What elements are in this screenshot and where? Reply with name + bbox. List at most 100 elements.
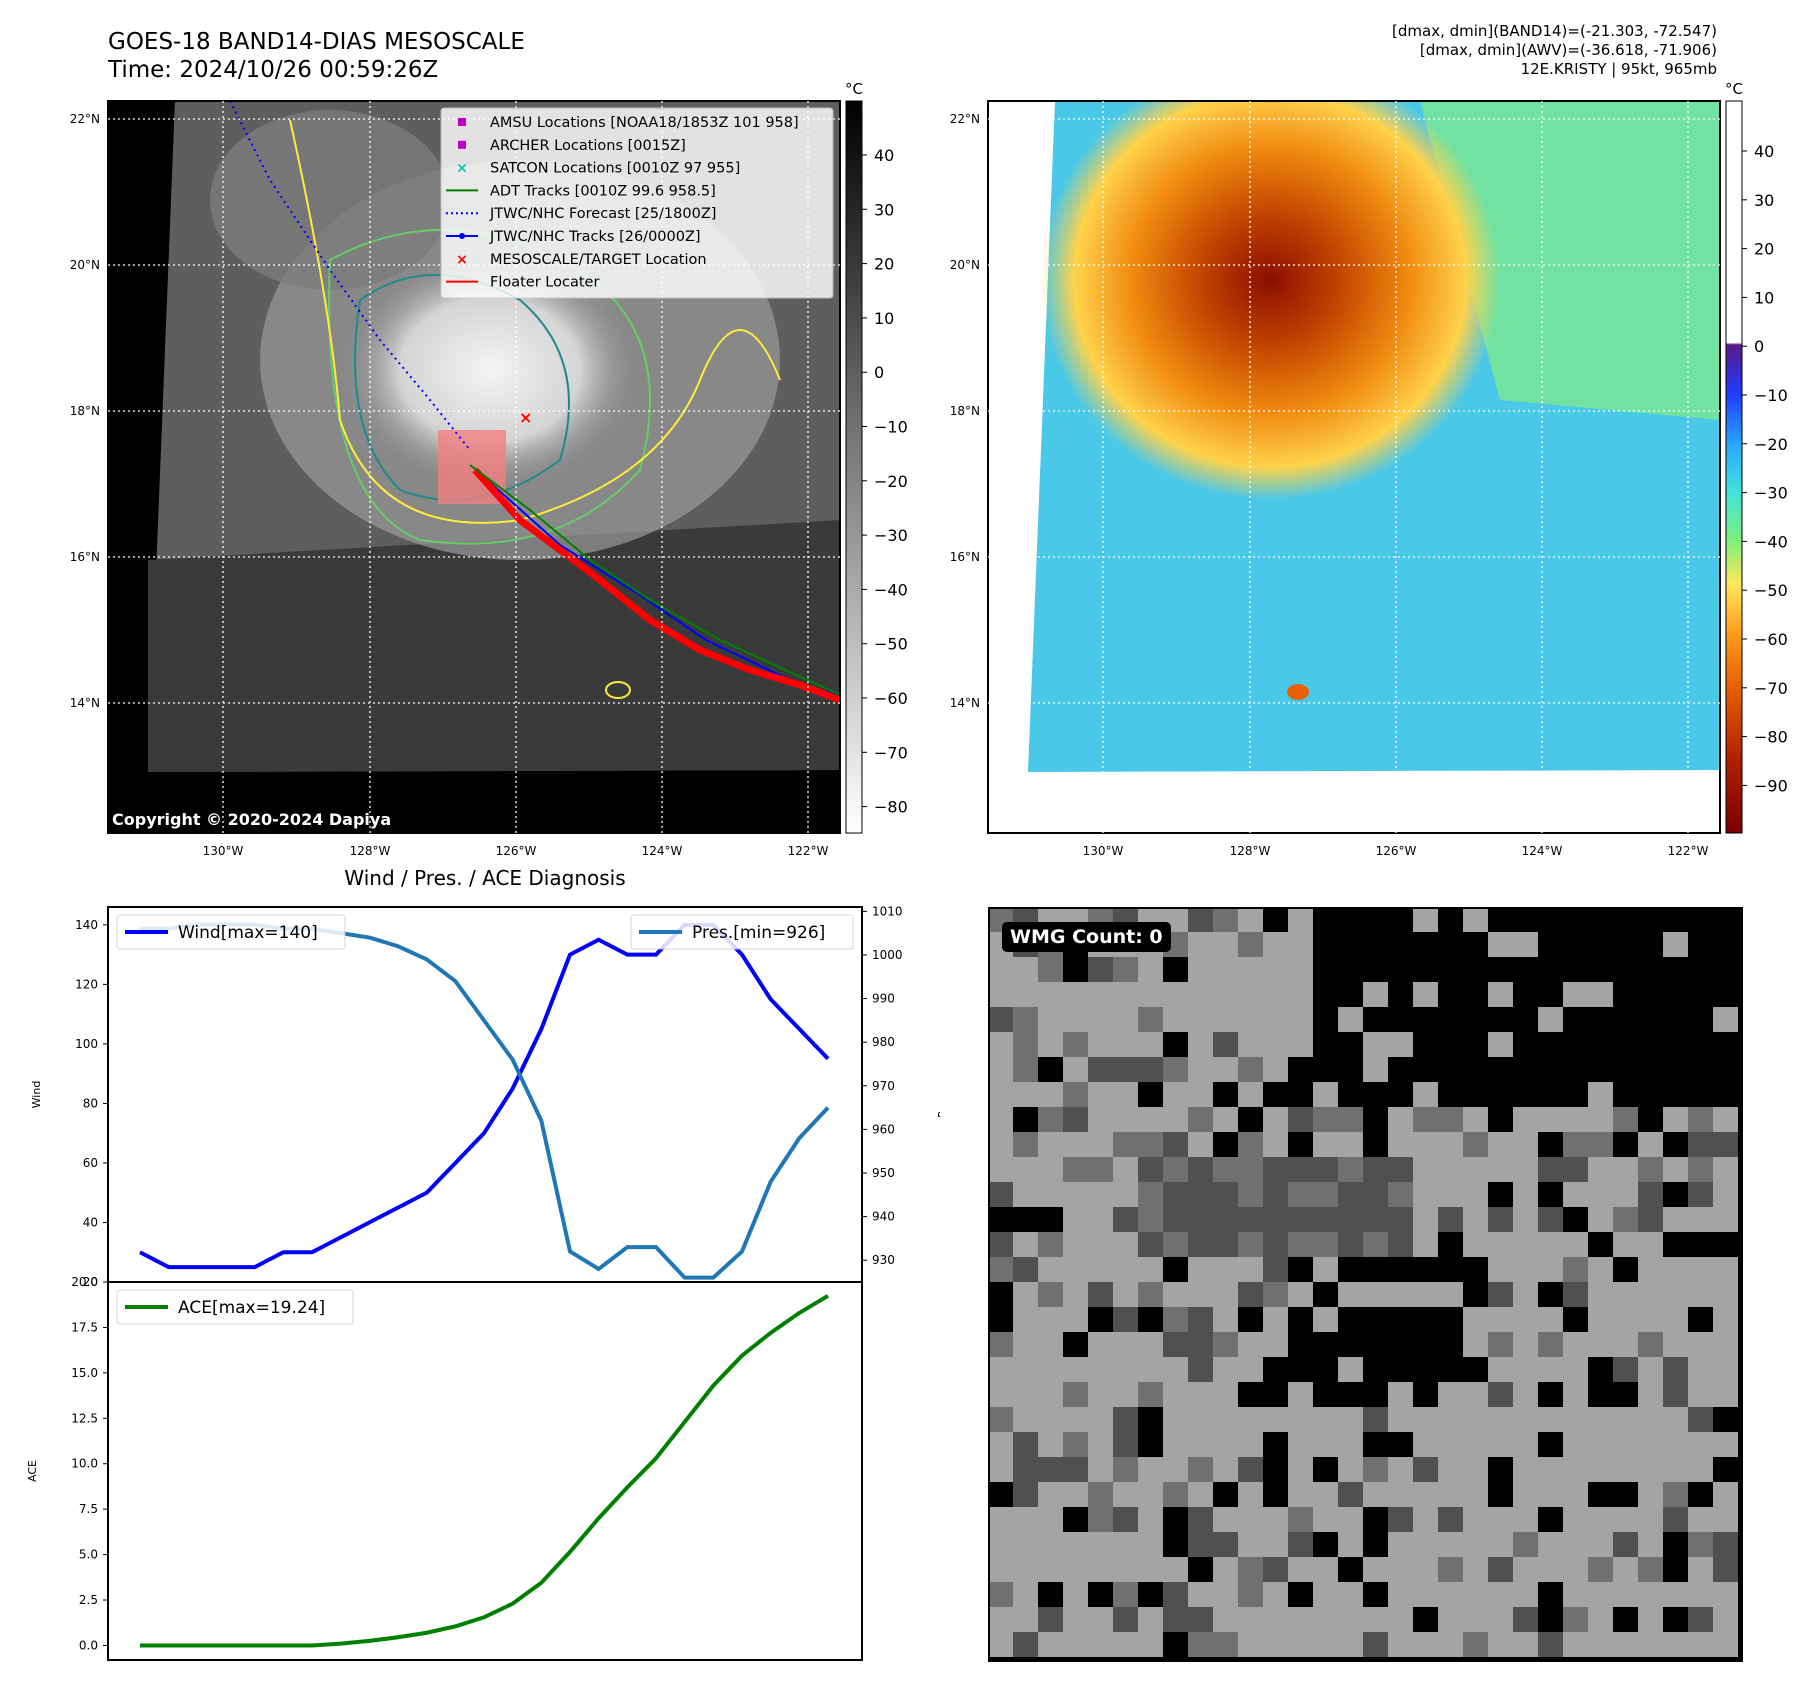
wmg-cell: [1313, 1482, 1338, 1507]
wmg-cell: [1413, 1207, 1438, 1232]
wmg-cell: [988, 1407, 1013, 1432]
awv-colorbar: [1725, 100, 1743, 834]
wmg-cell: [1363, 1057, 1388, 1082]
wmg-cell: [1288, 1182, 1313, 1207]
wmg-cell: [1538, 1307, 1563, 1332]
wmg-cell: [1263, 1182, 1288, 1207]
wmg-cell: [1263, 1582, 1288, 1607]
wmg-cell: [1663, 932, 1688, 957]
wmg-cell: [1638, 1332, 1663, 1357]
wmg-cell: [1613, 1107, 1638, 1132]
wmg-cell: [1638, 932, 1663, 957]
wmg-cell: [1563, 1532, 1588, 1557]
wmg-cell: [1513, 1282, 1538, 1307]
wmg-cell: [1263, 982, 1288, 1007]
wmg-cell: [1588, 1507, 1613, 1532]
wmg-cell: [1063, 1332, 1088, 1357]
wmg-cell: [1538, 1107, 1563, 1132]
wmg-cell: [1538, 1607, 1563, 1632]
wmg-cell: [1238, 957, 1263, 982]
wmg-cell: [1388, 1257, 1413, 1282]
wmg-cell: [1363, 1182, 1388, 1207]
wmg-cell: [1488, 1107, 1513, 1132]
ace-plot-frame: [107, 1281, 863, 1661]
wmg-cell: [988, 1557, 1013, 1582]
wmg-cell: [1463, 1507, 1488, 1532]
wmg-cell: [1488, 1557, 1513, 1582]
wmg-cell: [1713, 1007, 1738, 1032]
wmg-cell: [1413, 1357, 1438, 1382]
wmg-cell: [1463, 1182, 1488, 1207]
wmg-cell: [1663, 1632, 1688, 1657]
wmg-cell: [1363, 982, 1388, 1007]
pressure-ytick-label: 990: [872, 992, 895, 1006]
wmg-cell: [1688, 1532, 1713, 1557]
wmg-cell: [1613, 907, 1638, 932]
wmg-cell: [1713, 1207, 1738, 1232]
wmg-cell: [1688, 957, 1713, 982]
wmg-frame: [988, 907, 1743, 1662]
wmg-cell: [1488, 932, 1513, 957]
wmg-cell: [1713, 982, 1738, 1007]
wmg-cell: [1138, 1207, 1163, 1232]
wmg-cell: [1438, 1507, 1463, 1532]
wmg-cell: [1688, 1382, 1713, 1407]
wmg-cell: [1613, 1207, 1638, 1232]
wmg-cell: [1713, 932, 1738, 957]
wmg-cell: [1413, 982, 1438, 1007]
wmg-cell: [1488, 1357, 1513, 1382]
wmg-cell: [1088, 1132, 1113, 1157]
wmg-cell: [1538, 1082, 1563, 1107]
ir-cloud-core: [340, 250, 640, 490]
wmg-cell: [1263, 1157, 1288, 1182]
wmg-cell: [1163, 957, 1188, 982]
wmg-cell: [1163, 1332, 1188, 1357]
diagnosis-title: Wind / Pres. / ACE Diagnosis: [344, 866, 626, 890]
wmg-cell: [1688, 1282, 1713, 1307]
wmg-cell: [1588, 1482, 1613, 1507]
ace-ytick-label: 17.5: [71, 1320, 98, 1334]
wmg-cell: [1688, 1357, 1713, 1382]
wmg-cell: [1663, 1307, 1688, 1332]
wmg-cell: [1638, 1632, 1663, 1657]
wmg-cell: [1513, 1132, 1538, 1157]
colorbar-tick-label: −40: [874, 580, 908, 599]
wmg-cell: [1313, 1132, 1338, 1157]
wmg-cell: [1588, 1382, 1613, 1407]
wmg-cell: [1638, 1157, 1663, 1182]
wmg-cell: [1013, 982, 1038, 1007]
legend-entry: Floater Locater: [490, 275, 599, 291]
wmg-cell: [1213, 1157, 1238, 1182]
awv-moist-region: [1420, 101, 1720, 420]
wmg-cell: [1538, 1532, 1563, 1557]
wmg-cell: [1538, 1182, 1563, 1207]
wmg-cell: [1613, 1532, 1638, 1557]
wmg-cell: [1013, 1557, 1038, 1582]
wmg-cell: [1013, 1582, 1038, 1607]
wmg-cell: [1413, 1257, 1438, 1282]
wmg-cell: [1188, 1532, 1213, 1557]
wmg-cell: [1363, 1532, 1388, 1557]
pressure-legend-box: [630, 914, 854, 950]
wmg-cell: [1063, 1057, 1088, 1082]
ace-series-line: [140, 1294, 830, 1648]
info-line-2: [dmax, dmin](AWV)=(-36.618, -71.906): [1419, 41, 1717, 59]
wmg-cell: [1363, 1232, 1388, 1257]
wmg-cell: [1388, 1207, 1413, 1232]
wmg-cell: [1338, 1607, 1363, 1632]
wmg-cell: [1613, 982, 1638, 1007]
wmg-cell: [1238, 1107, 1263, 1132]
wmg-cell: [1613, 1632, 1638, 1657]
wmg-cell: [1113, 1382, 1138, 1407]
wmg-cell: [1238, 982, 1263, 1007]
wmg-cell: [1563, 1007, 1588, 1032]
wmg-cell: [1363, 1357, 1388, 1382]
wmg-cell: [1413, 1032, 1438, 1057]
wmg-cell: [1338, 1132, 1363, 1157]
wmg-cell: [1338, 1457, 1363, 1482]
wmg-cell: [1013, 1457, 1038, 1482]
wmg-cell: [1513, 1032, 1538, 1057]
wmg-cell: [1213, 1632, 1238, 1657]
wmg-cell: [1088, 1382, 1113, 1407]
wmg-cell: [1563, 1607, 1588, 1632]
